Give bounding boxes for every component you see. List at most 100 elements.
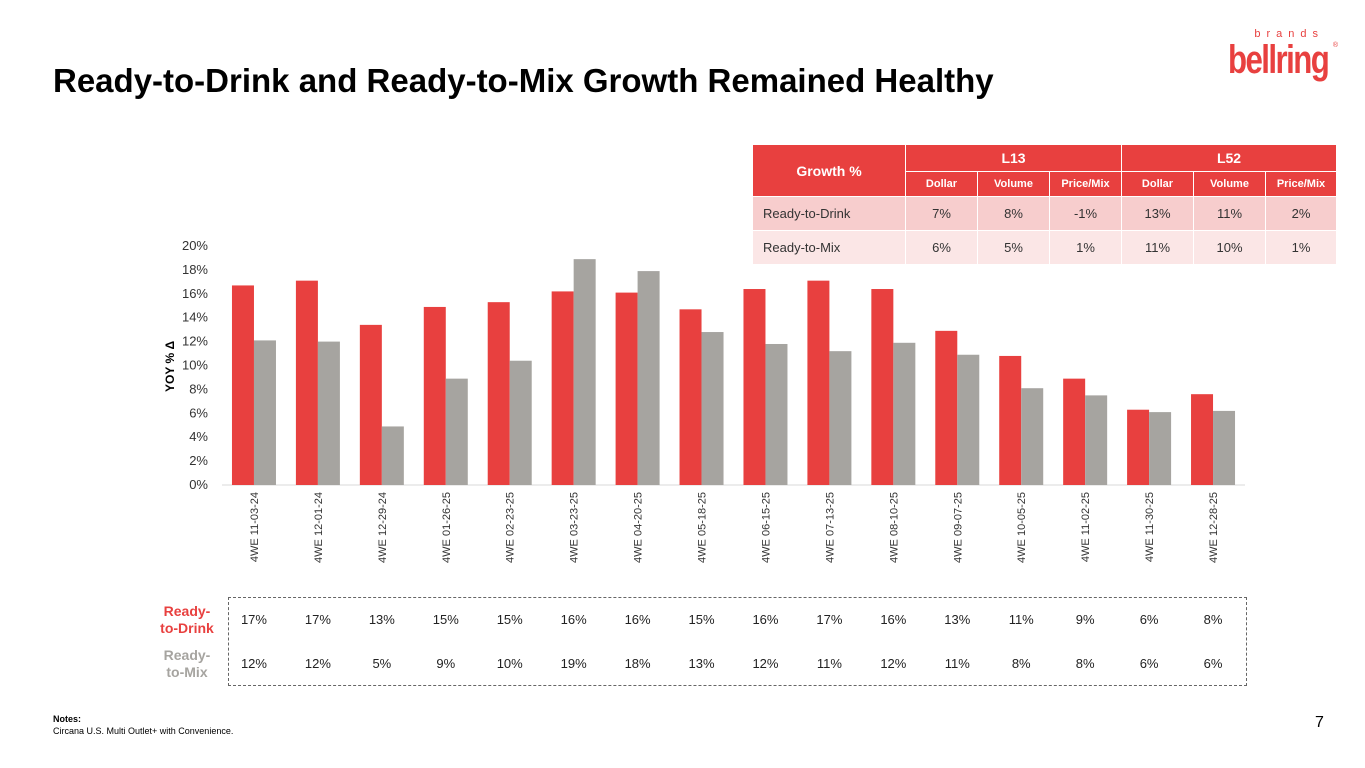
- bar-ready-to-mix: [573, 259, 596, 485]
- x-tick-label: 4WE 08-10-25: [888, 492, 900, 563]
- x-tick-label: 4WE 12-01-24: [313, 492, 325, 563]
- rtd-data-label: 16%: [624, 612, 651, 627]
- x-tick-label: 4WE 03-23-25: [569, 492, 581, 563]
- bar-ready-to-mix: [701, 332, 724, 485]
- growth-table-row-label: Ready-to-Drink: [752, 196, 906, 231]
- x-tick-label: 4WE 04-20-25: [633, 492, 645, 563]
- rtm-data-label: 9%: [436, 656, 456, 671]
- page-number: 7: [1315, 714, 1324, 731]
- growth-table-col-header: Dollar: [1121, 171, 1194, 197]
- growth-table-cell: 13%: [1121, 196, 1194, 231]
- bar-ready-to-drink: [679, 309, 702, 485]
- rtm-row-label: Ready- to-Mix: [163, 647, 211, 680]
- rtm-data-label: 6%: [1203, 656, 1223, 671]
- bar-ready-to-drink: [359, 324, 382, 485]
- rtd-data-label: 16%: [752, 612, 779, 627]
- x-tick-label: 4WE 09-07-25: [952, 492, 964, 563]
- x-tick-label: 4WE 11-30-25: [1144, 492, 1156, 562]
- rtm-data-label: 10%: [496, 656, 523, 671]
- bar-ready-to-mix: [445, 378, 468, 485]
- notes: Notes: Circana U.S. Multi Outlet+ with C…: [53, 713, 233, 737]
- growth-table-cell: 1%: [1265, 230, 1337, 265]
- rtd-data-label: 17%: [304, 612, 331, 627]
- growth-table-cell: 1%: [1049, 230, 1122, 265]
- growth-table-group-l52: L52: [1121, 144, 1337, 172]
- bar-ready-to-mix: [381, 426, 404, 485]
- rtm-data-label: 8%: [1075, 656, 1095, 671]
- rtm-data-label: 5%: [372, 656, 392, 671]
- growth-table-cell: 6%: [905, 230, 978, 265]
- rtm-data-label: 11%: [816, 656, 842, 671]
- rtd-data-label: 17%: [816, 612, 843, 627]
- rtm-data-label: 8%: [1011, 656, 1031, 671]
- y-tick-label: 20%: [182, 238, 208, 253]
- growth-table-cell: 10%: [1193, 230, 1266, 265]
- rtd-data-label: 15%: [432, 612, 459, 627]
- bar-ready-to-mix: [637, 271, 660, 485]
- x-tick-label: 4WE 11-03-24: [249, 492, 261, 562]
- rtd-data-label: 16%: [560, 612, 587, 627]
- rtd-data-label: 13%: [944, 612, 971, 627]
- bar-ready-to-drink: [743, 289, 766, 485]
- rtd-data-label: 9%: [1075, 612, 1095, 627]
- bar-ready-to-drink: [423, 306, 446, 485]
- bar-ready-to-mix: [1213, 410, 1236, 485]
- rtm-data-label: 12%: [240, 656, 267, 671]
- y-tick-label: 2%: [189, 453, 208, 468]
- x-tick-label: 4WE 12-29-24: [377, 492, 389, 563]
- growth-table-cell: 5%: [977, 230, 1050, 265]
- bar-ready-to-mix: [509, 360, 532, 485]
- y-tick-label: 10%: [182, 358, 208, 373]
- growth-table-cell: 8%: [977, 196, 1050, 231]
- x-tick-label: 4WE 06-15-25: [760, 492, 772, 563]
- rtd-data-label: 11%: [1008, 612, 1034, 627]
- growth-table-col-header: Price/Mix: [1049, 171, 1122, 197]
- y-tick-label: 6%: [189, 405, 208, 420]
- bar-ready-to-drink: [935, 330, 958, 485]
- y-tick-label: 16%: [182, 286, 208, 301]
- page-title: Ready-to-Drink and Ready-to-Mix Growth R…: [53, 62, 994, 99]
- bar-ready-to-mix: [317, 341, 340, 485]
- bar-ready-to-mix: [1149, 412, 1172, 485]
- y-tick-label: 4%: [189, 429, 208, 444]
- bar-ready-to-mix: [957, 354, 980, 485]
- rtm-data-label: 12%: [752, 656, 779, 671]
- rtm-data-label: 11%: [944, 656, 970, 671]
- bar-ready-to-mix: [1021, 388, 1044, 485]
- rtd-data-label: 15%: [688, 612, 715, 627]
- rtm-data-label: 12%: [880, 656, 907, 671]
- x-tick-label: 4WE 05-18-25: [697, 492, 709, 563]
- bar-ready-to-drink: [1063, 378, 1086, 485]
- bar-ready-to-drink: [1127, 409, 1150, 485]
- x-tick-label: 4WE 10-05-25: [1016, 492, 1028, 563]
- y-axis-label: YOY % Δ: [163, 340, 177, 392]
- yoy-bar-chart: 0% 2% 4% 6% 8% 10% 12% 14% 16% 18% 20% 4WE 11-03-24…: [182, 238, 1245, 563]
- x-tick-label: 4WE 02-23-25: [505, 492, 517, 563]
- logo-main-text: bellring: [1228, 38, 1330, 82]
- bar-ready-to-drink: [999, 355, 1022, 485]
- rtm-data-label: 6%: [1139, 656, 1159, 671]
- rtm-data-label: 13%: [688, 656, 715, 671]
- bar-ready-to-drink: [551, 291, 574, 485]
- notes-text: Circana U.S. Multi Outlet+ with Convenie…: [53, 726, 234, 736]
- bar-ready-to-drink: [615, 292, 638, 485]
- rtd-data-label: 16%: [880, 612, 907, 627]
- growth-table-col-header: Volume: [977, 171, 1050, 197]
- bar-ready-to-drink: [295, 280, 318, 485]
- growth-table-cell: 11%: [1121, 230, 1194, 265]
- data-label-box: [228, 597, 1247, 686]
- table-row: Ready-to-Mix 6% 5% 1% 11% 10% 1%: [752, 230, 1337, 265]
- rtm-data-label: 18%: [624, 656, 651, 671]
- bar-ready-to-drink: [807, 280, 830, 485]
- bar-ready-to-mix: [893, 342, 916, 485]
- bar-ready-to-drink: [871, 289, 894, 485]
- rtd-data-label: 17%: [240, 612, 267, 627]
- y-tick-label: 18%: [182, 262, 208, 277]
- logo-registered-mark: ®: [1332, 42, 1338, 49]
- bar-ready-to-mix: [253, 340, 276, 485]
- rtd-data-label: 13%: [368, 612, 395, 627]
- y-tick-label: 0%: [189, 477, 208, 492]
- rtd-data-label: 6%: [1139, 612, 1159, 627]
- rtd-row-label: Ready- to-Drink: [160, 603, 214, 636]
- y-tick-label: 12%: [182, 334, 208, 349]
